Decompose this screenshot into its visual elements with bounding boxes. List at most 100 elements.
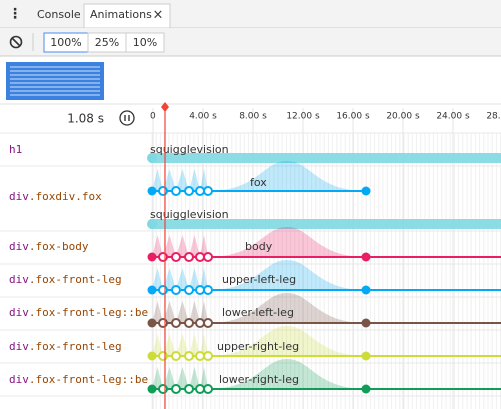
keyframe — [158, 351, 168, 361]
keyframe — [171, 384, 181, 394]
keyframe — [184, 351, 194, 361]
rate-label[interactable]: 25% — [95, 36, 119, 49]
node-class[interactable]: .fox-front-leg — [29, 273, 122, 286]
easing-curve — [152, 326, 366, 356]
keyframe — [171, 186, 181, 196]
node-class[interactable]: .fox-front-leg — [29, 340, 122, 353]
node-label[interactable]: div.foxdiv.fox — [9, 190, 102, 203]
node-class[interactable]: .fox-front-leg::bef — [29, 306, 155, 319]
keyframe — [195, 186, 205, 196]
menu-button[interactable]: ⋮ — [8, 6, 22, 22]
scrubber-head[interactable] — [161, 102, 169, 112]
animation-name: lower-right-leg — [219, 373, 299, 386]
keyframe — [203, 351, 213, 361]
keyframe — [171, 285, 181, 295]
clear-button[interactable] — [9, 35, 23, 49]
keyframe — [147, 219, 157, 229]
keyframe — [184, 285, 194, 295]
node-label[interactable]: h1 — [9, 143, 22, 156]
keyframe — [184, 318, 194, 328]
animation-name: body — [245, 240, 273, 253]
keyframe — [203, 318, 213, 328]
animation[interactable]: fox — [147, 161, 371, 196]
time-tick-label: 8.00 s — [239, 112, 267, 122]
easing-curve — [152, 260, 366, 290]
animation-name: fox — [250, 176, 267, 189]
current-time: 1.08 s — [67, 112, 104, 126]
animation[interactable]: body — [147, 227, 501, 262]
node-class[interactable]: .fox-front-leg::bef — [29, 373, 155, 386]
animation-name: upper-right-leg — [217, 340, 299, 353]
keyframe — [203, 252, 213, 262]
keyframe — [184, 252, 194, 262]
node-label[interactable]: div.fox-front-leg — [9, 340, 122, 353]
node-label[interactable]: div.fox-front-leg::bef — [9, 306, 155, 319]
keyframe — [147, 285, 157, 295]
keyframe — [195, 252, 205, 262]
keyframe — [158, 285, 168, 295]
time-tick-label: 28.00 s — [486, 112, 501, 122]
keyframe — [147, 351, 157, 361]
easing-curve — [152, 359, 366, 389]
animation[interactable]: upper-left-leg — [147, 260, 501, 295]
keyframe — [203, 186, 213, 196]
keyframe — [158, 252, 168, 262]
keyframe — [158, 318, 168, 328]
animation[interactable]: squigglevision — [147, 208, 501, 229]
time-tick-label: 16.00 s — [336, 112, 370, 122]
time-tick-label: 4.00 s — [189, 112, 217, 122]
keyframe — [147, 318, 157, 328]
rate-button[interactable] — [125, 32, 165, 53]
keyframe — [195, 318, 205, 328]
keyframe — [171, 351, 181, 361]
animation[interactable]: lower-right-leg — [147, 359, 501, 394]
node-label[interactable]: div.fox-front-leg — [9, 273, 122, 286]
keyframe — [361, 285, 371, 295]
node-tag[interactable]: div — [9, 273, 29, 286]
easing-curve — [152, 227, 366, 257]
animation-name: squigglevision — [150, 143, 229, 156]
animation-name: lower-left-leg — [222, 306, 294, 319]
keyframe — [158, 186, 168, 196]
keyframe — [195, 285, 205, 295]
close-tab[interactable]: × — [153, 8, 164, 23]
node-tag[interactable]: div — [9, 190, 29, 203]
node-tag[interactable]: div — [9, 240, 29, 253]
animation-bar — [150, 219, 501, 229]
node-label[interactable]: div.fox-front-leg::bef — [9, 373, 155, 386]
animation[interactable]: upper-right-leg — [147, 326, 501, 361]
node-class[interactable]: .fox-body — [29, 240, 89, 253]
active-tab[interactable] — [83, 3, 171, 29]
keyframe — [361, 252, 371, 262]
node-tag[interactable]: div — [9, 373, 29, 386]
keyframe — [184, 186, 194, 196]
keyframe — [158, 384, 168, 394]
easing-curve — [152, 161, 366, 191]
node-tag[interactable]: h1 — [9, 143, 22, 156]
tab[interactable]: Animations — [90, 8, 152, 21]
node-class[interactable]: .foxdiv.fox — [29, 190, 102, 203]
keyframe — [147, 153, 157, 163]
keyframe — [361, 384, 371, 394]
tab[interactable]: Console — [37, 8, 81, 21]
time-tick-label: 20.00 s — [386, 112, 420, 122]
keyframe — [184, 384, 194, 394]
keyframe — [147, 186, 157, 196]
animation[interactable]: squigglevision — [147, 143, 501, 163]
keyframe — [203, 285, 213, 295]
keyframe — [203, 384, 213, 394]
node-label[interactable]: div.fox-body — [9, 240, 89, 253]
node-tag[interactable]: div — [9, 340, 29, 353]
rate-label[interactable]: 100% — [50, 36, 81, 49]
animation-group-thumbnail[interactable] — [6, 62, 104, 100]
rate-label[interactable]: 10% — [133, 36, 157, 49]
time-tick-label: 0 — [150, 112, 156, 122]
keyframe — [171, 318, 181, 328]
animation-bar — [150, 153, 501, 163]
node-tag[interactable]: div — [9, 306, 29, 319]
keyframe — [195, 384, 205, 394]
pause-button[interactable] — [119, 110, 135, 126]
time-tick-label: 24.00 s — [436, 112, 470, 122]
